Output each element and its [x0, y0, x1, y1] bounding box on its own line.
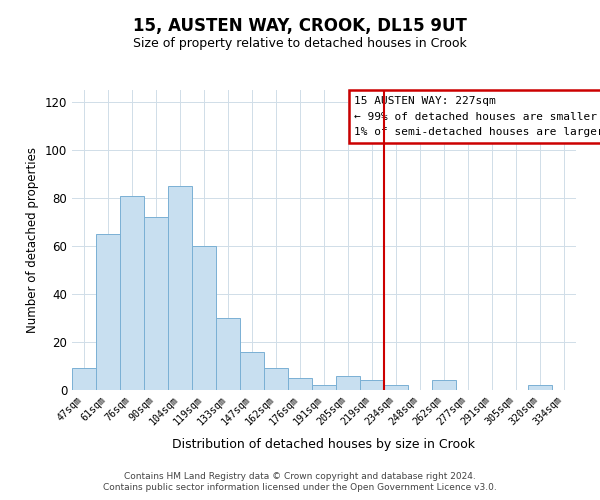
Text: 15, AUSTEN WAY, CROOK, DL15 9UT: 15, AUSTEN WAY, CROOK, DL15 9UT [133, 18, 467, 36]
X-axis label: Distribution of detached houses by size in Crook: Distribution of detached houses by size … [173, 438, 476, 452]
Bar [216, 318, 240, 390]
Bar [72, 368, 96, 390]
Text: Contains public sector information licensed under the Open Government Licence v3: Contains public sector information licen… [103, 484, 497, 492]
Text: Contains HM Land Registry data © Crown copyright and database right 2024.: Contains HM Land Registry data © Crown c… [124, 472, 476, 481]
Bar [336, 376, 360, 390]
Text: Size of property relative to detached houses in Crook: Size of property relative to detached ho… [133, 38, 467, 51]
Bar [120, 196, 144, 390]
Bar [360, 380, 384, 390]
Bar [144, 217, 168, 390]
Bar [432, 380, 456, 390]
Bar [192, 246, 216, 390]
Bar [384, 385, 408, 390]
Bar [96, 234, 120, 390]
Y-axis label: Number of detached properties: Number of detached properties [26, 147, 39, 333]
Bar [264, 368, 288, 390]
Bar [168, 186, 192, 390]
Bar [312, 385, 336, 390]
Bar [528, 385, 552, 390]
Text: 15 AUSTEN WAY: 227sqm
← 99% of detached houses are smaller (438)
1% of semi-deta: 15 AUSTEN WAY: 227sqm ← 99% of detached … [354, 96, 600, 137]
Bar [288, 378, 312, 390]
Bar [240, 352, 264, 390]
